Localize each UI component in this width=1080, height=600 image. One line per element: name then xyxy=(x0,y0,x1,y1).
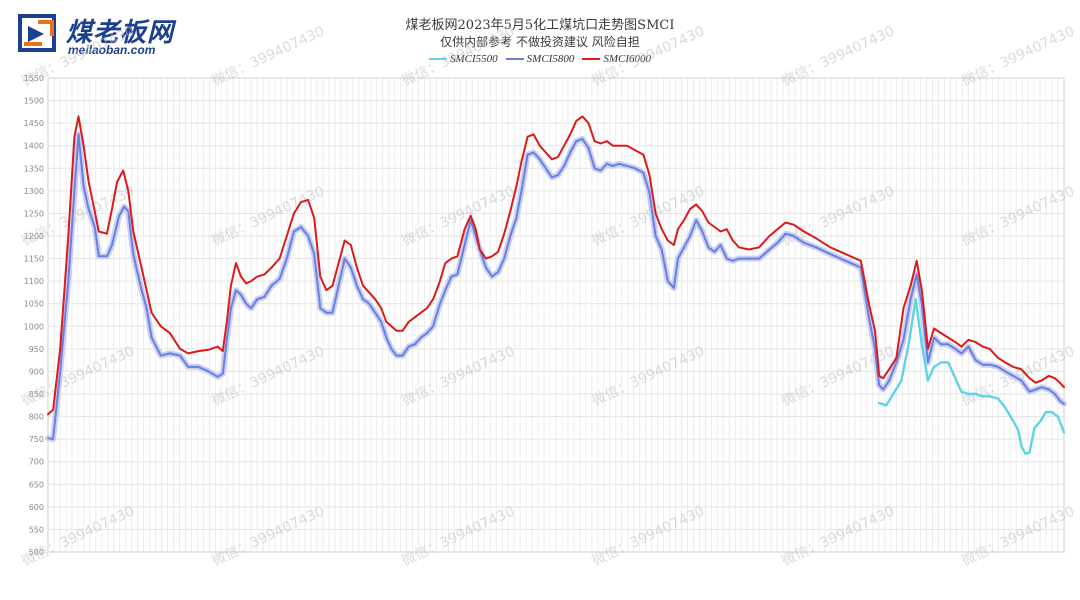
watermark-text: 微信：399407430 xyxy=(960,183,1077,249)
chart-legend: SMCI5500 SMCI5800 SMCI6000 xyxy=(0,53,1080,65)
series-line-smci5500 xyxy=(877,298,1066,455)
watermark-text: 微信：399407430 xyxy=(400,23,517,89)
y-tick-label: 950 xyxy=(29,345,44,354)
brand-logo: 煤老板网 meilaoban.com xyxy=(18,12,218,58)
y-tick-label: 550 xyxy=(29,525,44,534)
watermark-text: 微信：399407430 xyxy=(960,503,1077,569)
y-tick-label: 1450 xyxy=(24,119,44,128)
chart-subtitle: 仅供内部参考 不做投资建议 风险自担 xyxy=(440,35,640,49)
watermark-text: 微信：399407430 xyxy=(400,183,517,249)
watermark-text: 微信：399407430 xyxy=(960,23,1077,89)
y-tick-label: 1300 xyxy=(24,187,44,196)
y-tick-label: 1550 xyxy=(24,74,44,83)
watermark-text: 微信：399407430 xyxy=(780,503,897,569)
y-tick-label: 800 xyxy=(29,413,44,422)
y-tick-label: 700 xyxy=(29,458,44,467)
grid-lines xyxy=(47,77,1065,553)
watermark-text: 微信：399407430 xyxy=(590,343,707,409)
watermark-text: 微信：399407430 xyxy=(400,343,517,409)
y-tick-label: 900 xyxy=(29,367,44,376)
legend-label-smci6000: SMCI6000 xyxy=(603,53,651,65)
y-tick-label: 1250 xyxy=(24,209,44,218)
legend-swatch-smci6000 xyxy=(582,58,601,60)
y-tick-label: 650 xyxy=(29,480,44,489)
y-tick-labels: 500 550 600 650 700 750 800 850 900 950 1000 1050 11… xyxy=(24,74,44,557)
logo-url: meilaoban.com xyxy=(68,43,156,57)
series-lines xyxy=(45,115,1067,455)
y-tick-label: 600 xyxy=(29,503,44,512)
legend-item-smci5800: SMCI5800 xyxy=(505,53,575,65)
logo-name: 煤老板网 xyxy=(66,17,175,47)
y-tick-label: 1000 xyxy=(24,322,44,331)
legend-item-smci5500: SMCI5500 xyxy=(428,53,498,65)
y-tick-label: 1400 xyxy=(24,142,44,151)
legend-label-smci5800: SMCI5800 xyxy=(526,53,575,65)
y-tick-label: 500 xyxy=(29,548,44,557)
legend-item-smci6000: SMCI6000 xyxy=(582,53,651,65)
y-tick-label: 1200 xyxy=(24,232,44,241)
watermark-text: 微信：399407430 xyxy=(590,503,707,569)
watermark-text: 微信：399407430 xyxy=(210,23,327,89)
y-tick-label: 850 xyxy=(29,390,44,399)
watermark-text: 微信：399407430 xyxy=(780,23,897,89)
logo-mark-icon xyxy=(18,14,56,52)
y-tick-label: 1100 xyxy=(24,277,44,286)
y-tick-label: 1050 xyxy=(24,300,44,309)
watermark-text: 微信：399407430 xyxy=(400,503,517,569)
y-tick-label: 1350 xyxy=(24,164,44,173)
y-tick-label: 750 xyxy=(29,435,44,444)
series-line-smci5800 xyxy=(47,133,1065,441)
legend-label-smci5500: SMCI5500 xyxy=(449,53,498,65)
plot-border xyxy=(47,77,1065,553)
y-tick-label: 1500 xyxy=(24,97,44,106)
chart-title: 煤老板网2023年5月5化工煤坑口走势图SMCI xyxy=(405,18,675,33)
legend-swatch-smci5500 xyxy=(428,58,447,60)
series-line-smci6000 xyxy=(47,115,1065,416)
y-tick-label: 1150 xyxy=(24,255,44,264)
watermark-text: 微信：399407430 xyxy=(590,23,707,89)
legend-swatch-smci5800 xyxy=(505,58,524,60)
